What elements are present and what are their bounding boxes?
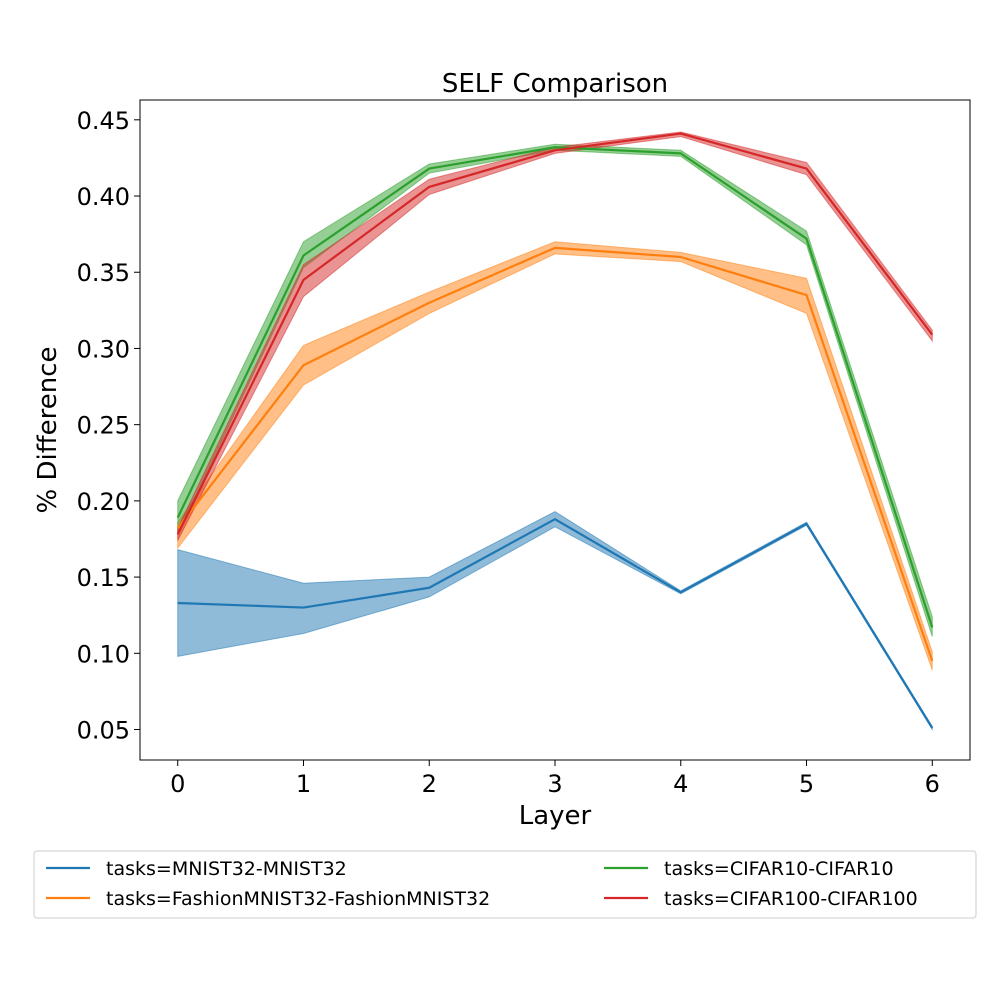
y-tick-label: 0.30 xyxy=(77,335,130,363)
x-tick-label: 5 xyxy=(799,770,814,798)
confidence-bands xyxy=(177,131,933,732)
x-axis-label: Layer xyxy=(519,801,592,831)
x-axis-ticks: 0 1 2 3 4 5 6 xyxy=(170,760,940,798)
x-tick-label: 6 xyxy=(925,770,940,798)
series-band-1 xyxy=(177,241,933,671)
legend-label-2: tasks=CIFAR10-CIFAR10 xyxy=(664,858,894,880)
y-tick-label: 0.40 xyxy=(77,183,130,211)
y-tick-label: 0.10 xyxy=(77,640,130,668)
y-tick-label: 0.05 xyxy=(77,717,130,745)
x-tick-label: 4 xyxy=(673,770,688,798)
legend-label-3: tasks=CIFAR100-CIFAR100 xyxy=(664,888,918,910)
series-line-2 xyxy=(176,146,934,628)
y-tick-label: 0.45 xyxy=(77,107,130,135)
x-tick-label: 0 xyxy=(170,770,185,798)
series-line-0 xyxy=(177,518,934,729)
legend-label-0: tasks=MNIST32-MNIST32 xyxy=(106,858,347,880)
chart-title: SELF Comparison xyxy=(442,69,668,99)
legend-box xyxy=(33,850,977,919)
series-lines xyxy=(176,132,934,729)
y-tick-label: 0.15 xyxy=(77,564,130,592)
y-axis-label: % Difference xyxy=(33,346,63,513)
y-tick-label: 0.20 xyxy=(77,488,130,516)
series-band-0 xyxy=(177,510,933,732)
series-line-3 xyxy=(176,132,934,535)
y-axis-ticks: 0.05 0.10 0.15 0.20 0.25 0.30 0.35 0.40 0.45 xyxy=(77,107,140,745)
y-tick-label: 0.25 xyxy=(77,412,130,440)
y-tick-label: 0.35 xyxy=(77,259,130,287)
x-tick-label: 3 xyxy=(547,770,562,798)
x-tick-label: 2 xyxy=(422,770,437,798)
legend: tasks=MNIST32-MNIST32 tasks=FashionMNIST3… xyxy=(33,850,977,919)
legend-label-1: tasks=FashionMNIST32-FashionMNIST32 xyxy=(106,888,490,910)
series-line-1 xyxy=(176,246,934,662)
x-tick-label: 1 xyxy=(296,770,311,798)
